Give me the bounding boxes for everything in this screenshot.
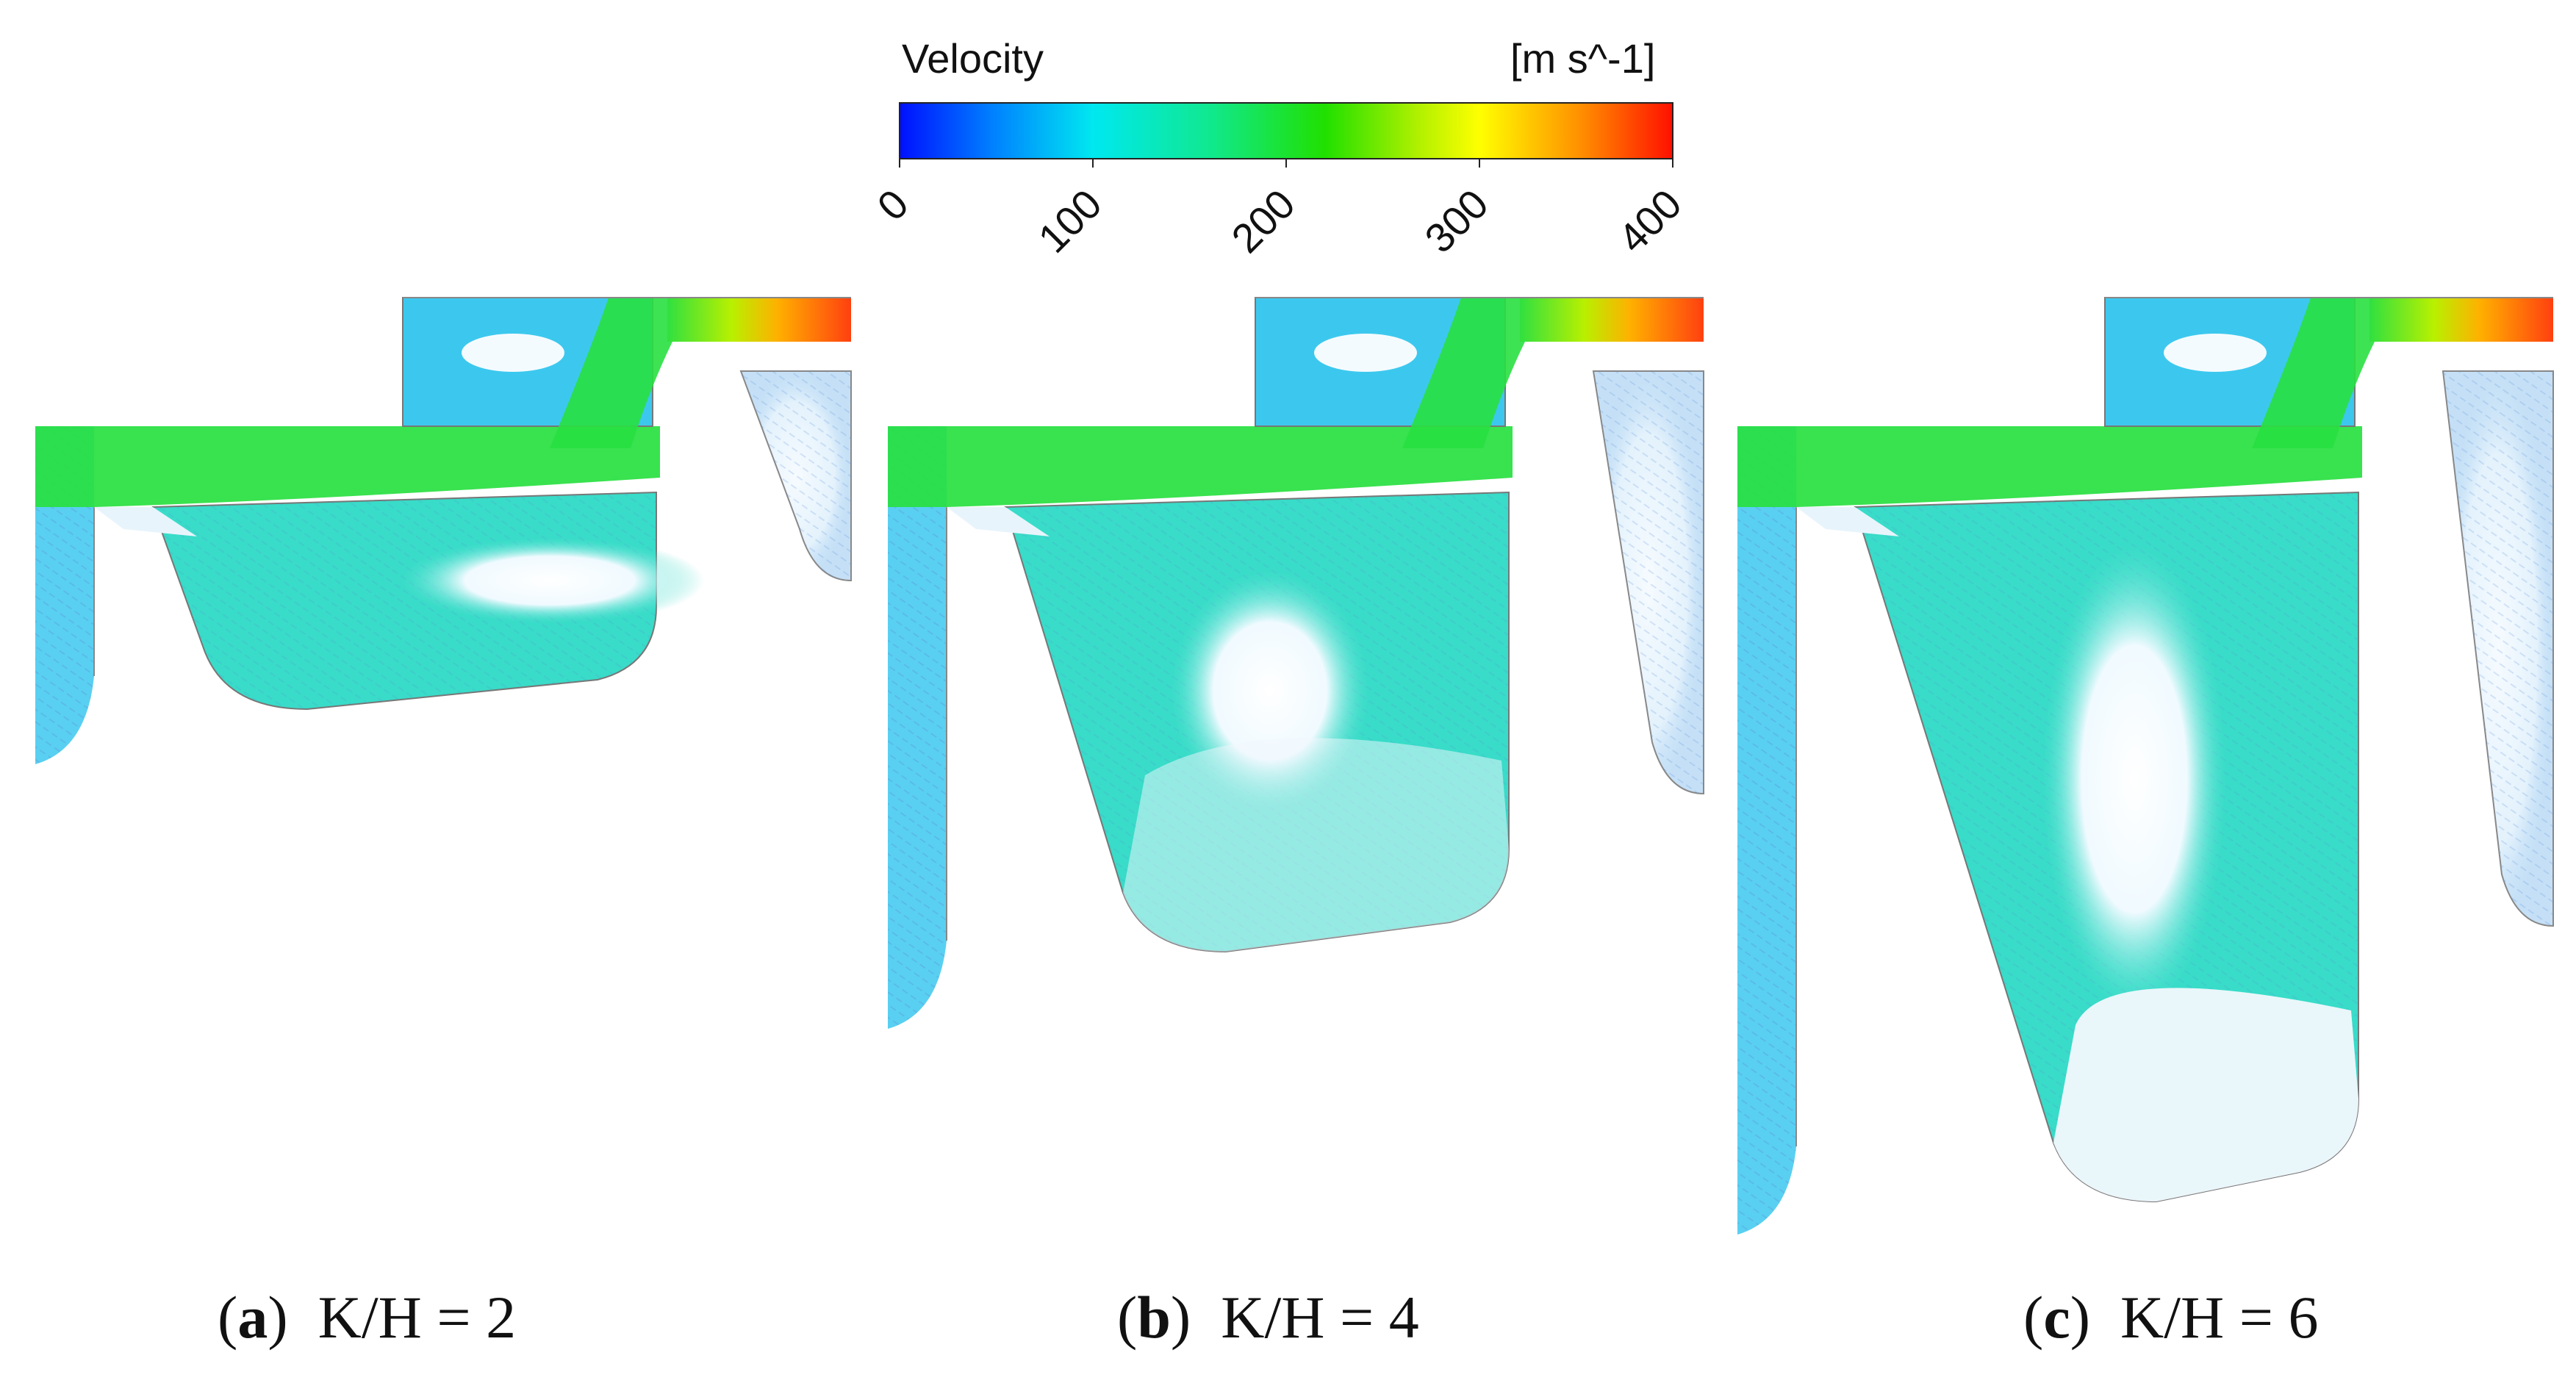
inlet-jet (2369, 298, 2553, 342)
entrance-recirculation (1796, 507, 1899, 536)
connecting-jet (550, 298, 697, 448)
caption-a: (a) K/H = 2 (218, 1284, 517, 1351)
inlet-jet (667, 298, 851, 342)
main-vortex-core (395, 536, 704, 625)
left-channel-vectors (888, 426, 947, 1029)
inlet-jet (1520, 298, 1704, 342)
low-velocity-region (1123, 738, 1509, 952)
flow-panel-b (888, 297, 1704, 1029)
flow-panel-c (1737, 297, 2554, 1235)
colorbar-title: Velocity (902, 35, 1044, 82)
colorbar-unit: [m s^-1] (1510, 35, 1656, 82)
velocity-colorbar (899, 102, 1673, 168)
left-channel-vectors (35, 426, 94, 764)
low-velocity-region (2053, 988, 2358, 1201)
caption-c-letter: c (2043, 1284, 2070, 1351)
downstream-wedge-vectors (741, 371, 851, 581)
caption-a-text: K/H = 2 (317, 1284, 517, 1351)
main-jet (1737, 426, 2362, 507)
upper-vortex-core (462, 334, 564, 372)
main-vortex-core (2039, 536, 2230, 1021)
panels-group (35, 297, 2554, 1235)
downstream-wedge-vectors (1593, 371, 1704, 794)
flow-panel-a (35, 297, 852, 764)
colorbar-ticks (899, 159, 1673, 168)
caption-b: (b) K/H = 4 (1117, 1284, 1419, 1351)
caption-a-letter: a (237, 1284, 268, 1351)
connecting-jet (1402, 298, 1549, 448)
caption-b-letter: b (1137, 1284, 1171, 1351)
left-channel-vectors (1737, 426, 1796, 1235)
entrance-recirculation (94, 507, 197, 536)
caption-c: (c) K/H = 6 (2023, 1284, 2319, 1351)
downstream-wedge-vectors (2443, 371, 2553, 926)
main-jet (888, 426, 1513, 507)
upper-vortex-core (2164, 334, 2267, 372)
connecting-jet (2252, 298, 2399, 448)
caption-b-text: K/H = 4 (1221, 1284, 1419, 1351)
caption-c-text: K/H = 6 (2120, 1284, 2319, 1351)
upper-vortex-core (1314, 334, 1417, 372)
entrance-recirculation (947, 507, 1050, 536)
colorbar-gradient (899, 102, 1673, 159)
main-jet (35, 426, 660, 507)
